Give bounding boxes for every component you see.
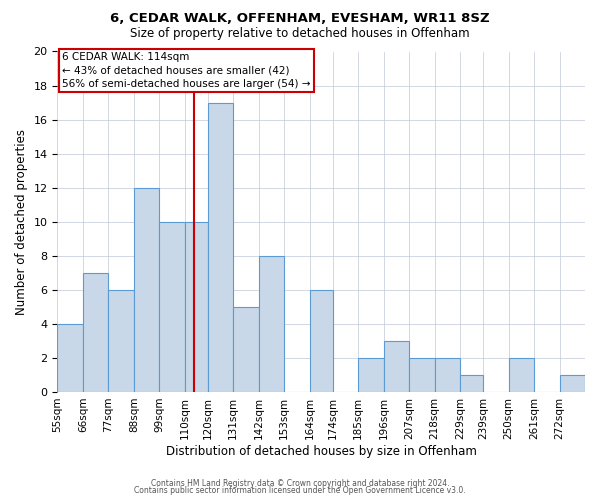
Text: Contains HM Land Registry data © Crown copyright and database right 2024.: Contains HM Land Registry data © Crown c… <box>151 478 449 488</box>
Text: 6, CEDAR WALK, OFFENHAM, EVESHAM, WR11 8SZ: 6, CEDAR WALK, OFFENHAM, EVESHAM, WR11 8… <box>110 12 490 26</box>
Bar <box>109 290 134 392</box>
Bar <box>134 188 159 392</box>
Text: Size of property relative to detached houses in Offenham: Size of property relative to detached ho… <box>130 28 470 40</box>
Bar <box>310 290 333 392</box>
Bar <box>58 324 83 392</box>
Bar <box>83 273 109 392</box>
Bar <box>383 341 409 392</box>
X-axis label: Distribution of detached houses by size in Offenham: Distribution of detached houses by size … <box>166 444 476 458</box>
Text: Contains public sector information licensed under the Open Government Licence v3: Contains public sector information licen… <box>134 486 466 495</box>
Text: 6 CEDAR WALK: 114sqm
← 43% of detached houses are smaller (42)
56% of semi-detac: 6 CEDAR WALK: 114sqm ← 43% of detached h… <box>62 52 311 89</box>
Bar <box>509 358 534 392</box>
Bar <box>460 375 483 392</box>
Bar <box>233 307 259 392</box>
Bar <box>185 222 208 392</box>
Bar <box>259 256 284 392</box>
Bar <box>159 222 185 392</box>
Bar <box>358 358 383 392</box>
Bar <box>434 358 460 392</box>
Bar <box>560 375 585 392</box>
Bar <box>409 358 434 392</box>
Y-axis label: Number of detached properties: Number of detached properties <box>15 128 28 314</box>
Bar <box>208 102 233 392</box>
